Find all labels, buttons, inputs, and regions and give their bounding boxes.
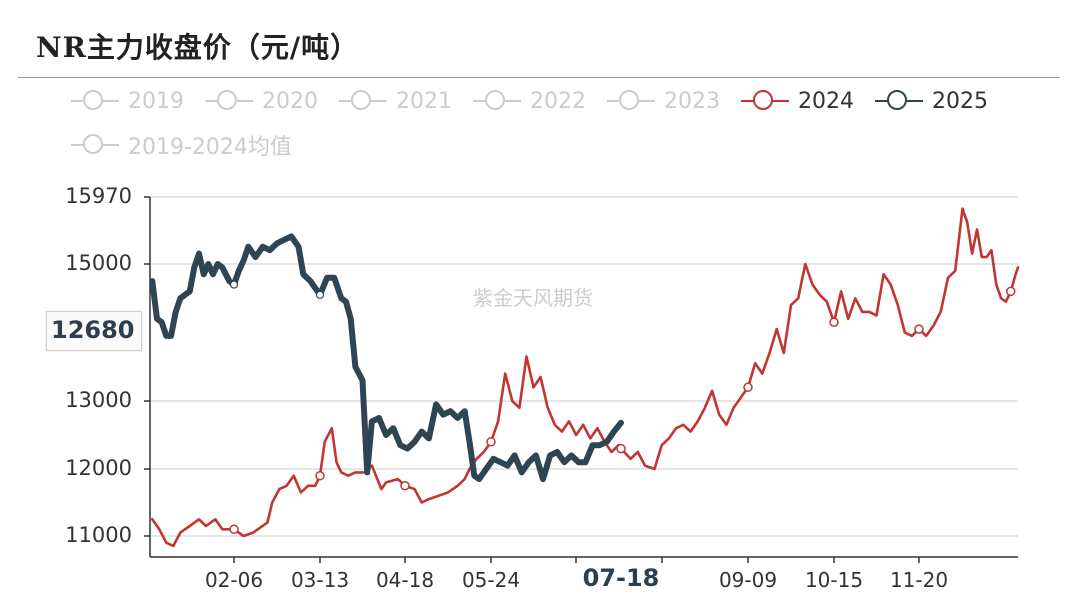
y-tick-label: 15970 [65, 184, 132, 208]
legend-marker-icon [70, 87, 120, 115]
legend-marker-icon [472, 87, 522, 115]
series-line-2024 [151, 207, 1020, 548]
x-tick-label: 04-18 [375, 568, 435, 592]
data-point-marker [1006, 286, 1016, 297]
legend-marker-icon [874, 87, 924, 115]
x-tick-label: 10-15 [804, 568, 864, 592]
chart-title: NR主力收盘价（元/吨） [36, 31, 360, 64]
legend-item-2024[interactable]: 2024 [740, 87, 854, 115]
x-tick-label: 05-24 [461, 568, 521, 592]
y-tick-label: 12000 [65, 456, 132, 480]
legend-label: 2022 [530, 88, 586, 114]
legend-label: 2021 [396, 88, 452, 114]
legend-marker-icon [70, 131, 120, 159]
chart-legend: 2019 2020 2021 2022 2023 2024 2025 2019-… [0, 0, 1080, 170]
x-axis-pointer-label: 07-18 [578, 564, 664, 592]
legend-marker-icon [204, 87, 254, 115]
data-point-marker [229, 524, 239, 535]
legend-label: 2019 [128, 88, 184, 114]
legend-label: 2019-2024均值 [128, 135, 292, 160]
legend-marker-icon [606, 87, 656, 115]
legend-item-2019[interactable]: 2019 [70, 87, 184, 115]
x-tick-label: 11-20 [889, 568, 949, 592]
x-tick-label: 02-06 [204, 568, 264, 592]
legend-item-2021[interactable]: 2021 [338, 87, 452, 115]
legend-label: 2025 [932, 88, 988, 114]
legend-marker-icon [740, 87, 790, 115]
data-point-marker [743, 382, 753, 393]
legend-item-average[interactable]: 2019-2024均值 [70, 131, 292, 160]
x-tick-label: 09-09 [718, 568, 778, 592]
data-point-marker [315, 470, 325, 481]
data-point-marker [616, 443, 626, 454]
legend-item-2020[interactable]: 2020 [204, 87, 318, 115]
legend-item-2023[interactable]: 2023 [606, 87, 720, 115]
legend-item-2022[interactable]: 2022 [472, 87, 586, 115]
data-point-marker [229, 280, 239, 289]
legend-label: 2023 [664, 88, 720, 114]
legend-item-2025[interactable]: 2025 [874, 87, 988, 115]
y-axis-pointer-label: 12680 [46, 311, 142, 351]
data-point-marker [829, 317, 839, 327]
legend-label: 2024 [798, 88, 854, 114]
title-divider [18, 77, 1060, 78]
data-point-marker [486, 437, 496, 447]
y-tick-label: 11000 [65, 523, 132, 547]
data-point-marker [400, 481, 410, 491]
series-line-2025 [149, 233, 624, 483]
legend-marker-icon [338, 87, 388, 115]
data-point-marker [315, 290, 325, 299]
y-tick-label: 15000 [65, 251, 132, 275]
legend-label: 2020 [262, 88, 318, 114]
x-tick-label: 03-13 [290, 568, 350, 592]
y-tick-label: 13000 [65, 388, 132, 412]
watermark: 紫金天风期货 [473, 286, 593, 310]
data-point-marker [914, 324, 924, 334]
